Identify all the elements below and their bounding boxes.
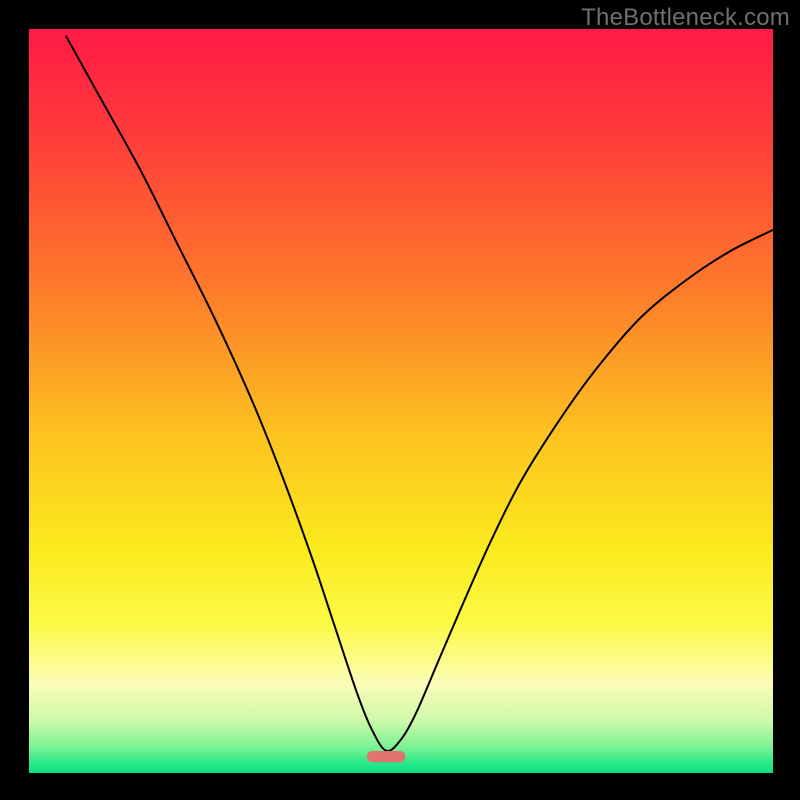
plot-background <box>29 29 773 773</box>
watermark-text: TheBottleneck.com <box>581 4 790 32</box>
chart-svg <box>0 0 800 800</box>
minimum-marker <box>367 751 406 762</box>
chart-container: { "watermark": { "text": "TheBottleneck.… <box>0 0 800 800</box>
